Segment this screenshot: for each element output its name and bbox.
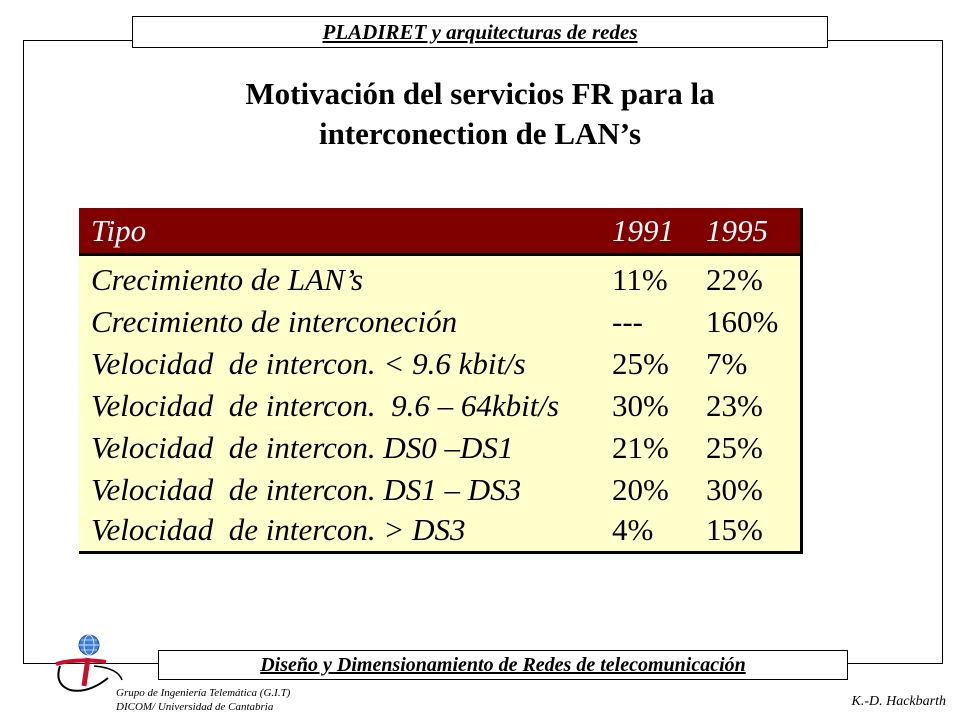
header-title: PLADIRET y arquitecturas de redes	[322, 19, 638, 44]
header-tipo: Tipo	[91, 213, 147, 248]
value-1991: 11%	[612, 262, 668, 297]
slide-title: Motivación del servicios FR para la inte…	[245, 76, 715, 151]
row-label: Velocidad de intercon. DS0 –DS1	[91, 430, 514, 465]
row-label: Crecimiento de interconeción	[91, 304, 458, 339]
value-1995: 23%	[706, 388, 763, 423]
row-label: Velocidad de intercon. < 9.6 kbit/s	[91, 346, 526, 381]
row-label: Velocidad de intercon. 9.6 – 64kbit/s	[91, 388, 560, 423]
row-label: Velocidad de intercon. DS1 – DS3	[91, 472, 522, 507]
value-1991: 21%	[612, 430, 669, 465]
footer-banner: Diseño y Dimensionamiento de Redes de te…	[158, 650, 848, 680]
footer-title: Diseño y Dimensionamiento de Redes de te…	[260, 653, 746, 676]
value-1991: ---	[612, 304, 643, 339]
table-row: Velocidad de intercon. > DS3 4% 15%	[79, 510, 800, 550]
header-1991: 1991	[612, 213, 674, 248]
value-1995: 160%	[706, 304, 779, 339]
row-label: Velocidad de intercon. > DS3	[91, 512, 466, 547]
table-row: Velocidad de intercon. 9.6 – 64kbit/s 30…	[79, 386, 800, 426]
header-1995: 1995	[706, 213, 768, 248]
author-name: K.-D. Hackbarth	[851, 694, 947, 709]
table-row: Velocidad de intercon. DS1 – DS3 20% 30%	[79, 470, 800, 510]
statistics-table: Tipo 1991 1995 Crecimiento de LAN’s 11% …	[79, 208, 803, 554]
university-name: DICOM/ Universidad de Cantabria	[116, 701, 274, 713]
value-1995: 25%	[706, 430, 763, 465]
table-row: Velocidad de intercon. < 9.6 kbit/s 25% …	[79, 344, 800, 384]
value-1991: 4%	[612, 512, 654, 547]
group-credit: Grupo de Ingeniería Telemática (G.I.T) D…	[116, 686, 290, 714]
table-row: Crecimiento de LAN’s 11% 22%	[79, 260, 800, 300]
table-row: Velocidad de intercon. DS0 –DS1 21% 25%	[79, 428, 800, 468]
git-logo-icon	[55, 634, 123, 692]
value-1991: 20%	[612, 472, 669, 507]
value-1995: 7%	[706, 346, 748, 381]
group-name: Grupo de Ingeniería Telemática (G.I.T)	[116, 687, 291, 699]
row-label: Crecimiento de LAN’s	[91, 262, 364, 297]
value-1995: 22%	[706, 262, 763, 297]
table-row: Crecimiento de interconeción --- 160%	[79, 302, 800, 342]
header-banner: PLADIRET y arquitecturas de redes	[132, 16, 828, 48]
value-1995: 15%	[706, 512, 763, 547]
value-1995: 30%	[706, 472, 763, 507]
value-1991: 25%	[612, 346, 669, 381]
value-1991: 30%	[612, 388, 669, 423]
table-header: Tipo 1991 1995	[79, 208, 800, 256]
